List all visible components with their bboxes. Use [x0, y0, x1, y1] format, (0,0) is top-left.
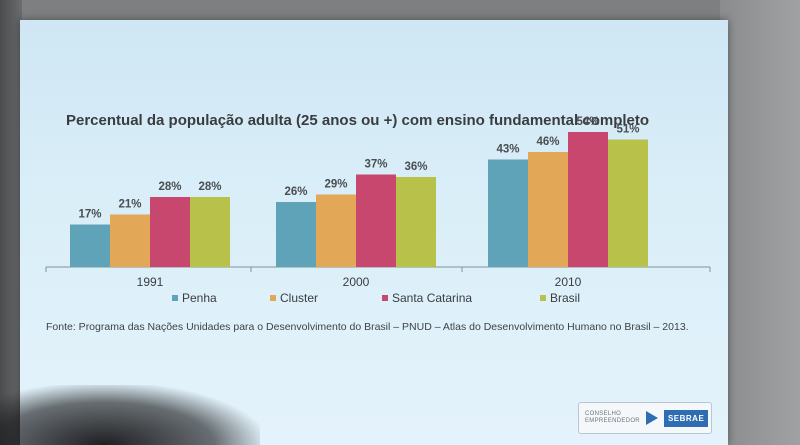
projection-screen: Percentual da população adulta (25 anos … [20, 20, 728, 445]
data-label: 54% [576, 116, 599, 128]
legend-label: Cluster [280, 291, 318, 305]
legend-swatch [270, 295, 276, 301]
x-tick-label: 2010 [555, 275, 582, 289]
data-label: 28% [158, 181, 181, 193]
data-label: 29% [324, 179, 347, 191]
chart-title: Percentual da população adulta (25 anos … [66, 112, 650, 129]
logo-strip: CONSELHO EMPREENDEDOR SEBRAE [578, 402, 712, 434]
x-tick-label: 2000 [343, 275, 370, 289]
bar-brasil-2010 [608, 139, 648, 267]
bar-santa-catarina-2000 [356, 174, 396, 267]
bar-cluster-1991 [110, 214, 150, 267]
sebrae-logo: SEBRAE [663, 409, 709, 427]
data-label: 43% [496, 144, 519, 156]
bar-brasil-2000 [396, 177, 436, 267]
legend-label: Santa Catarina [392, 291, 472, 305]
data-label: 46% [536, 136, 559, 148]
bar-penha-2010 [488, 159, 528, 267]
data-label: 28% [198, 181, 221, 193]
data-label: 37% [364, 159, 387, 171]
logo-text-line1: CONSELHO [585, 411, 622, 417]
bar-chart: 17% 21% 28% 28% 1991 26% 29% 37% 36% 2000 43% 46% 54… [45, 116, 711, 305]
data-label: 36% [404, 161, 427, 173]
legend-swatch [540, 295, 546, 301]
data-label: 17% [78, 209, 101, 221]
logo-text-line2: EMPREENDEDOR [585, 418, 640, 424]
bar-penha-2000 [276, 202, 316, 267]
legend-label: Brasil [550, 291, 580, 305]
wall-right [720, 0, 800, 445]
arrow-icon [645, 411, 658, 425]
source-note: Fonte: Programa das Nações Unidades para… [46, 321, 689, 333]
foreground-shadow [0, 385, 260, 445]
data-label: 26% [284, 186, 307, 198]
bar-cluster-2000 [316, 194, 356, 267]
wall-left [0, 0, 22, 445]
bar-cluster-2010 [528, 152, 568, 267]
bar-brasil-1991 [190, 197, 230, 267]
legend-swatch [172, 295, 178, 301]
data-label: 21% [118, 199, 141, 211]
bar-santa-catarina-1991 [150, 197, 190, 267]
data-label: 51% [616, 124, 639, 136]
x-tick-label: 1991 [137, 275, 164, 289]
bar-penha-1991 [70, 224, 110, 267]
bar-santa-catarina-2010 [568, 132, 608, 267]
legend-label: Penha [182, 291, 217, 305]
conselho-logo: CONSELHO EMPREENDEDOR [585, 411, 640, 425]
legend-swatch [382, 295, 388, 301]
